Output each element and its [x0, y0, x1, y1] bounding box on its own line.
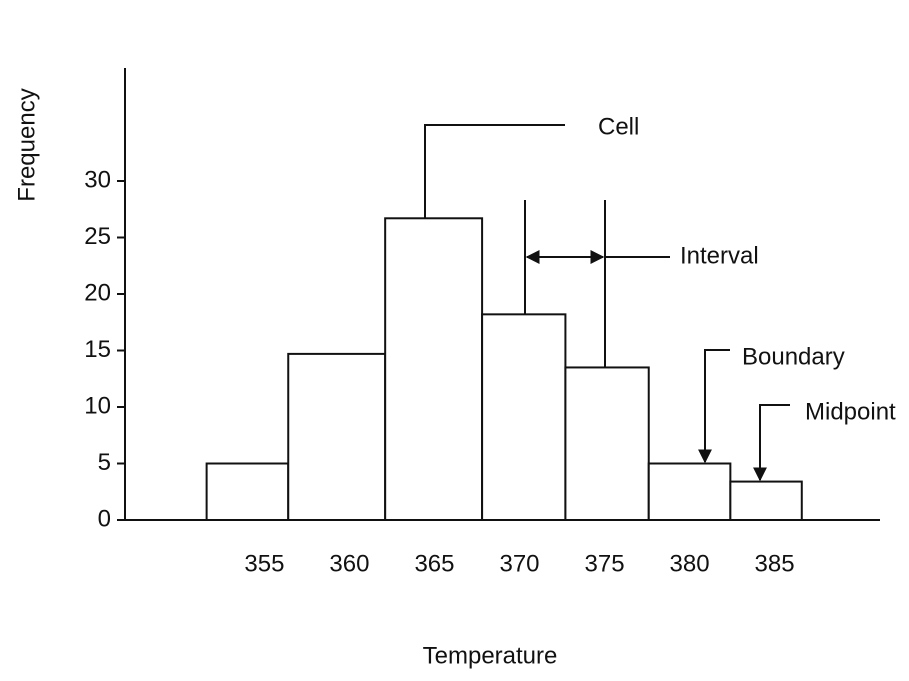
- y-tick-label: 20: [84, 279, 111, 306]
- y-tick-label: 10: [84, 392, 111, 419]
- y-axis-label: Frequency: [13, 88, 40, 201]
- bar: [288, 354, 385, 520]
- y-tick-label: 0: [98, 505, 111, 532]
- bar: [730, 482, 801, 520]
- chart: Frequency Temperature Cell Interval Boun…: [0, 0, 909, 676]
- x-tick-label: 360: [329, 550, 369, 577]
- x-tick-label: 385: [755, 550, 795, 577]
- bar: [385, 218, 482, 520]
- bar: [649, 464, 731, 521]
- x-tick-label: 375: [585, 550, 625, 577]
- x-tick-label: 365: [414, 550, 454, 577]
- bar: [482, 314, 565, 520]
- bar: [565, 367, 648, 520]
- annotation: Midpoint: [805, 398, 896, 425]
- annotation: Cell: [598, 113, 639, 140]
- bar: [207, 464, 289, 521]
- annotation: Interval: [680, 242, 759, 269]
- y-tick-label: 25: [84, 223, 111, 250]
- x-tick-label: 370: [499, 550, 539, 577]
- y-tick-label: 5: [98, 449, 111, 476]
- y-tick-label: 15: [84, 336, 111, 363]
- x-axis-label: Temperature: [423, 642, 558, 669]
- x-tick-label: 355: [244, 550, 284, 577]
- y-tick-label: 30: [84, 166, 111, 193]
- x-tick-label: 380: [670, 550, 710, 577]
- boundary-arrow: [705, 350, 730, 462]
- annotation: Boundary: [742, 343, 845, 370]
- midpoint-arrow: [760, 405, 790, 480]
